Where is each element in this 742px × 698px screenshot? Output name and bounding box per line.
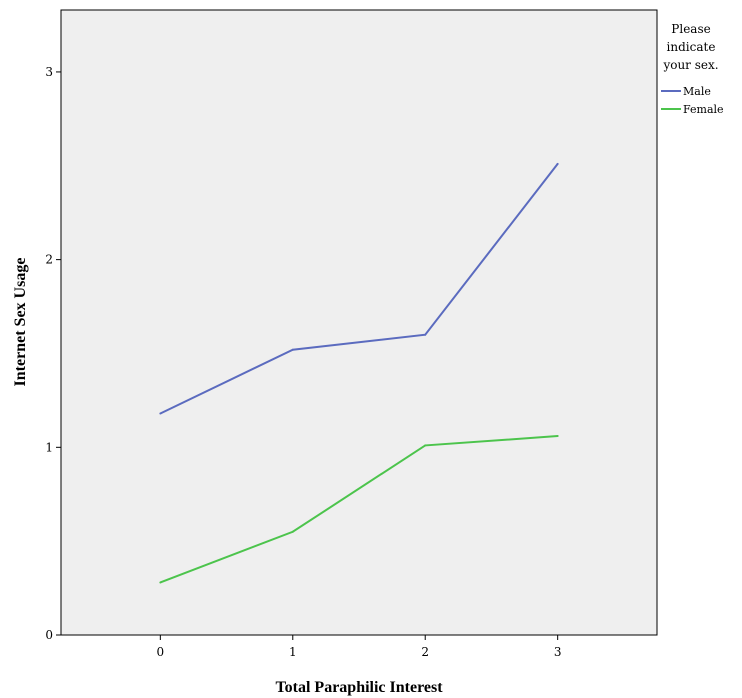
data-point-male	[159, 412, 162, 415]
legend-label-male: Male	[683, 85, 711, 98]
legend-title-line-1: Please	[671, 22, 710, 36]
series-line-male	[159, 163, 559, 415]
x-axis: 0 1 2 3	[157, 635, 562, 659]
data-point-male	[556, 162, 559, 165]
x-tick-label: 3	[554, 645, 562, 659]
plot-area	[60, 9, 658, 636]
y-tick-label: 1	[45, 440, 53, 454]
data-point-female	[424, 444, 427, 447]
data-point-male	[424, 333, 427, 336]
y-axis: 0 1 2 3	[45, 65, 61, 642]
data-point-female	[556, 435, 559, 438]
data-point-female	[291, 530, 294, 533]
legend: Please indicate your sex. Male Female	[661, 22, 724, 116]
legend-label-female: Female	[683, 103, 724, 116]
x-axis-title: Total Paraphilic Interest	[275, 679, 443, 696]
data-point-female	[159, 581, 162, 584]
y-axis-title: Internet Sex Usage	[12, 258, 29, 387]
x-tick-label: 1	[289, 645, 297, 659]
legend-title-line-3: your sex.	[662, 58, 718, 72]
series-layer	[159, 162, 559, 584]
y-tick-label: 0	[45, 628, 53, 642]
y-tick-label: 3	[45, 65, 53, 79]
y-tick-label: 2	[45, 253, 53, 267]
x-tick-label: 2	[421, 645, 429, 659]
data-point-male	[291, 348, 294, 351]
x-tick-label: 0	[157, 645, 165, 659]
series-line-female	[159, 435, 558, 584]
legend-title-line-2: indicate	[667, 40, 716, 54]
